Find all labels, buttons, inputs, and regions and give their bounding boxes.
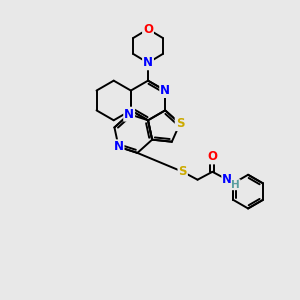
Text: O: O	[143, 22, 153, 36]
Text: N: N	[222, 173, 232, 186]
Text: N: N	[124, 108, 134, 121]
Text: H: H	[231, 180, 240, 190]
Text: S: S	[178, 165, 187, 178]
Text: N: N	[143, 56, 153, 69]
Text: O: O	[207, 150, 218, 164]
Text: S: S	[176, 117, 184, 130]
Text: N: N	[160, 84, 170, 97]
Text: N: N	[114, 140, 124, 153]
